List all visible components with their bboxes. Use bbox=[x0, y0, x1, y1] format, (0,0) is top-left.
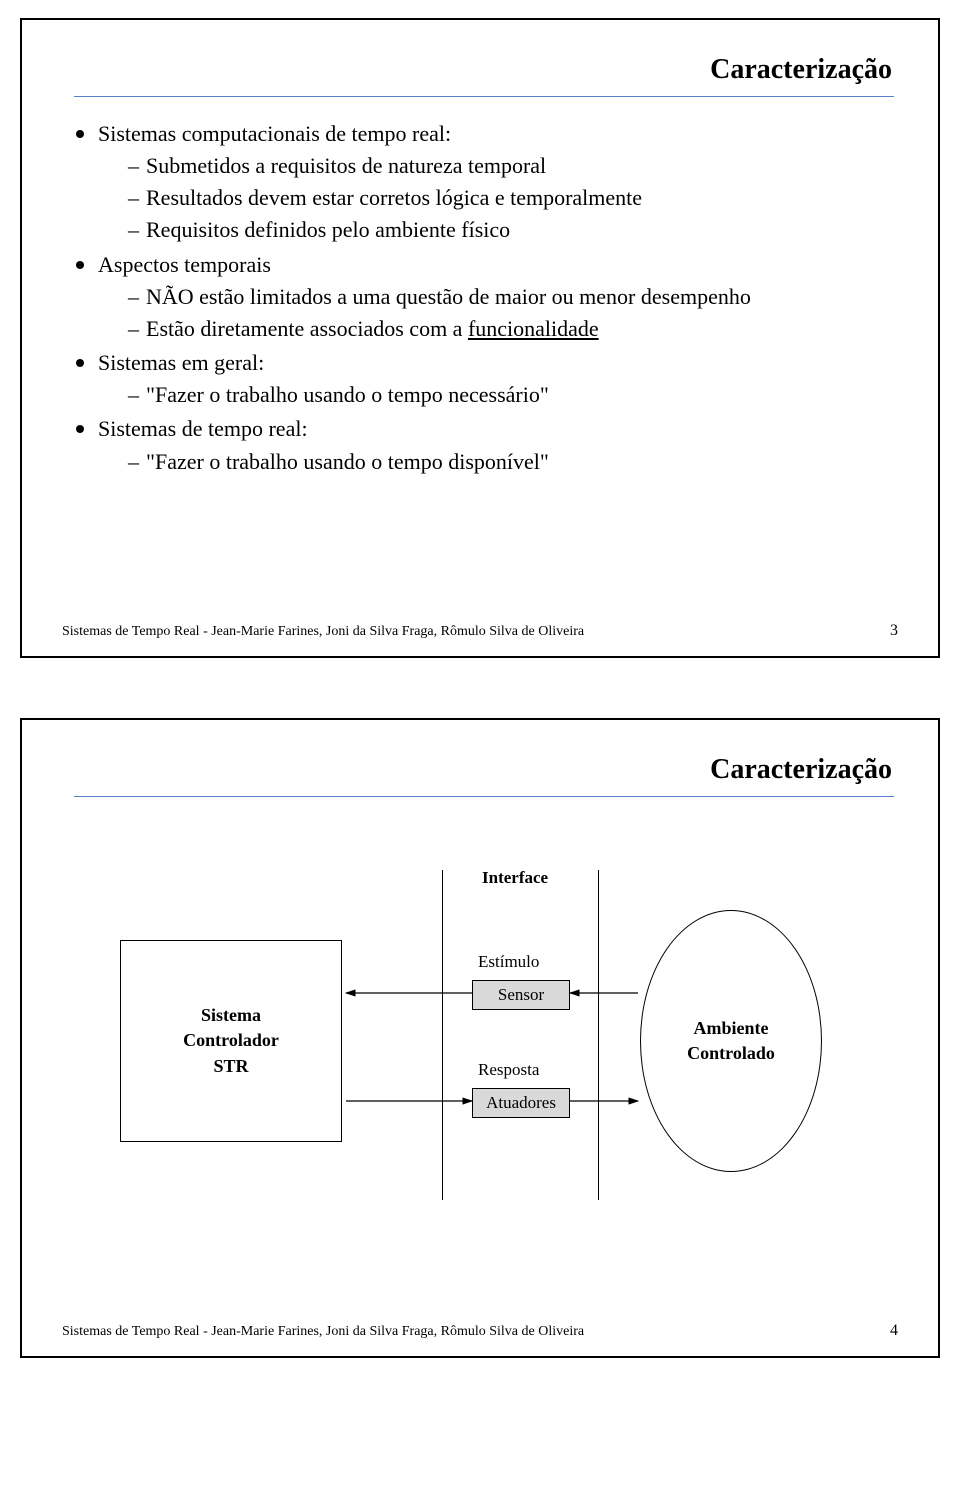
sub-bullet: Requisitos definidos pelo ambiente físic… bbox=[128, 216, 898, 244]
slide-title: Caracterização bbox=[710, 754, 892, 786]
slide-2: Caracterização Interface SistemaControla… bbox=[20, 718, 940, 1358]
sub-bullet: "Fazer o trabalho usando o tempo disponí… bbox=[128, 448, 898, 476]
title-rule bbox=[74, 796, 894, 797]
bullet: Sistemas em geral: "Fazer o trabalho usa… bbox=[76, 349, 898, 409]
page-number: 3 bbox=[890, 622, 898, 640]
bullet: Sistemas de tempo real: "Fazer o trabalh… bbox=[76, 415, 898, 475]
slide-1: Caracterização Sistemas computacionais d… bbox=[20, 18, 940, 658]
bullet: Aspectos temporais NÃO estão limitados a… bbox=[76, 251, 898, 343]
bullet-text: Aspectos temporais bbox=[98, 252, 271, 277]
footer-text: Sistemas de Tempo Real - Jean-Marie Fari… bbox=[62, 624, 584, 640]
sub-bullet: Submetidos a requisitos de natureza temp… bbox=[128, 152, 898, 180]
sub-bullet: NÃO estão limitados a uma questão de mai… bbox=[128, 283, 898, 311]
arrows-svg bbox=[120, 860, 840, 1240]
page-number: 4 bbox=[890, 1322, 898, 1340]
sub-bullet: Resultados devem estar corretos lógica e… bbox=[128, 184, 898, 212]
diagram: Interface SistemaControladorSTR Estímulo… bbox=[120, 860, 840, 1240]
bullet-text: Sistemas computacionais de tempo real: bbox=[98, 121, 451, 146]
slide-title: Caracterização bbox=[710, 54, 892, 86]
slide-footer: Sistemas de Tempo Real - Jean-Marie Fari… bbox=[62, 622, 898, 640]
bullet-text: Sistemas de tempo real: bbox=[98, 416, 308, 441]
slide-footer: Sistemas de Tempo Real - Jean-Marie Fari… bbox=[62, 1322, 898, 1340]
sub-bullet: "Fazer o trabalho usando o tempo necessá… bbox=[128, 381, 898, 409]
title-rule bbox=[74, 96, 894, 97]
bullet-text: Sistemas em geral: bbox=[98, 350, 264, 375]
bullet: Sistemas computacionais de tempo real: S… bbox=[76, 120, 898, 245]
underline-text: funcionalidade bbox=[468, 316, 599, 341]
footer-text: Sistemas de Tempo Real - Jean-Marie Fari… bbox=[62, 1324, 584, 1340]
sub-bullet: Estão diretamente associados com a funci… bbox=[128, 315, 898, 343]
slide-content: Sistemas computacionais de tempo real: S… bbox=[62, 120, 898, 476]
